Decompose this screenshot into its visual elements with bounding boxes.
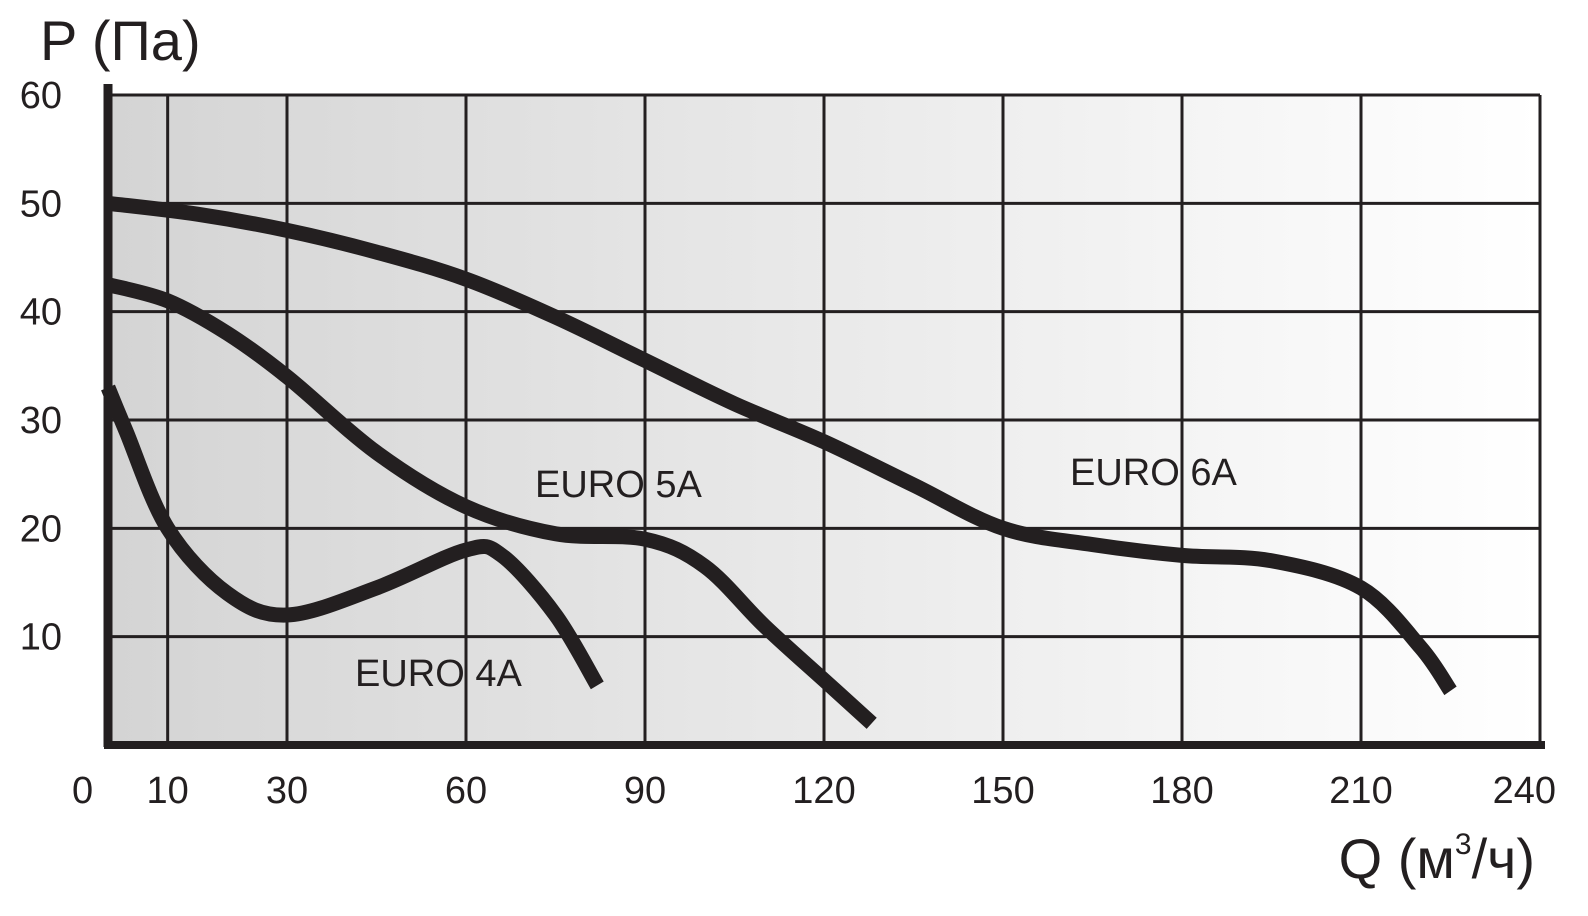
axes [103,84,1545,749]
y-axis-title: P (Па) [40,9,201,72]
x-tick-label: 150 [971,770,1034,812]
y-tick-labels: 10 20 30 40 50 60 [20,75,62,659]
x-tick-label: 0 [72,770,93,812]
x-tick-label: 60 [445,770,487,812]
x-axis-title-main: Q (м [1339,827,1455,890]
x-tick-label: 180 [1150,770,1213,812]
x-axis-title-superscript: 3 [1455,828,1472,861]
series-line-euro-5a [106,277,877,729]
x-tick-label: 10 [147,770,189,812]
y-tick-label: 20 [20,508,62,550]
series-label-euro-6a: EURO 6A [1070,452,1237,494]
x-tick-label: 120 [792,770,855,812]
grid [108,93,1542,745]
y-tick-label: 60 [20,75,62,117]
series-lines [101,195,1457,729]
series-line-euro-6a [107,195,1457,696]
series-label-euro-5a: EURO 5A [535,464,702,506]
x-tick-labels: 0 10 30 60 90 120 150 180 210 240 [72,770,1556,812]
x-axis-title: Q (м3/ч) [1339,827,1535,890]
x-tick-label: 240 [1493,770,1556,812]
series-label-euro-4a: EURO 4A [355,653,522,695]
y-tick-label: 10 [20,617,62,659]
y-tick-label: 50 [20,183,62,225]
x-tick-label: 210 [1329,770,1392,812]
x-tick-label: 30 [266,770,308,812]
x-tick-label: 90 [624,770,666,812]
series-line-euro-4a [101,384,604,690]
y-tick-label: 40 [20,292,62,334]
y-tick-label: 30 [20,400,62,442]
x-axis-title-tail: /ч) [1472,827,1535,890]
